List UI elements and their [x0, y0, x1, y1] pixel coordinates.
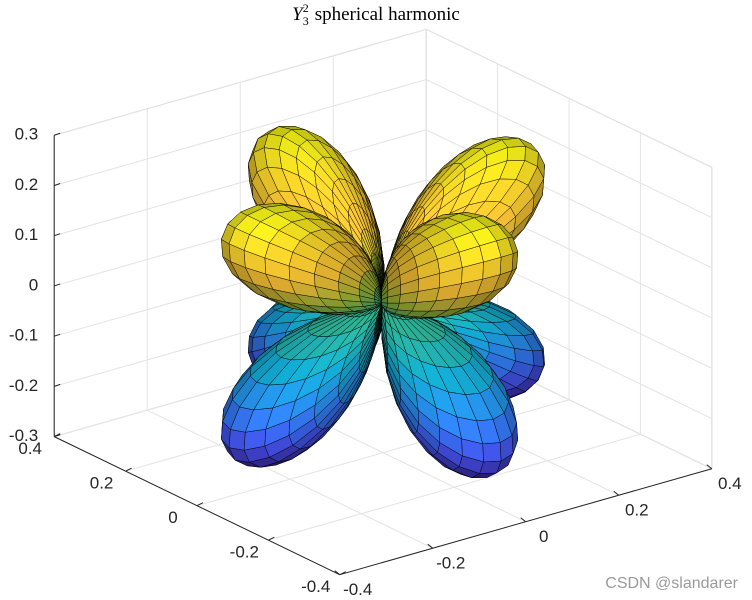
z-tick — [54, 434, 61, 438]
y-tick — [196, 502, 204, 507]
z-tick-label: -0.3 — [9, 426, 38, 445]
surface-patch — [506, 146, 526, 161]
surface-patch — [449, 184, 481, 214]
grid-line — [54, 79, 427, 186]
surface-patch — [532, 350, 545, 367]
title-order: 2 — [303, 1, 309, 15]
x-tick — [520, 517, 527, 523]
title-symbol: Y — [292, 4, 305, 25]
z-tick — [54, 383, 61, 387]
surface-patch — [249, 221, 280, 244]
surface-patch — [482, 442, 502, 463]
y-tick-label: 0.4 — [18, 439, 42, 458]
grid-line — [54, 28, 427, 136]
z-tick — [54, 283, 61, 287]
chart-title: Y32 spherical harmonic — [292, 1, 460, 28]
axes: -0.4-0.200.20.4-0.4-0.200.20.4-0.3-0.2-0… — [9, 125, 742, 599]
y-tick — [268, 536, 275, 541]
grid-line — [54, 129, 427, 237]
x-tick-label: 0.4 — [718, 474, 742, 493]
y-tick — [125, 467, 132, 472]
title-text: spherical harmonic — [315, 4, 460, 25]
z-tick-label: 0.1 — [15, 225, 39, 244]
x-tick — [427, 543, 434, 549]
y-axis — [53, 436, 340, 576]
y-tick-label: -0.4 — [301, 577, 330, 596]
z-tick-label: -0.1 — [9, 326, 38, 345]
x-tick-label: -0.4 — [343, 580, 372, 599]
z-tick — [54, 233, 61, 237]
surface-patch — [272, 378, 307, 409]
x-tick — [334, 570, 341, 576]
grid-line — [426, 79, 713, 219]
grid-line — [426, 28, 713, 168]
x-tick — [613, 490, 620, 496]
surface-patch — [228, 429, 246, 451]
x-tick — [706, 464, 713, 470]
y-tick — [339, 571, 346, 576]
z-tick-label: 0.3 — [15, 125, 39, 144]
x-tick-label: 0.2 — [625, 501, 649, 520]
grid-line — [268, 433, 641, 541]
surface-patch — [332, 191, 350, 224]
watermark: CSDN @slandarer — [605, 575, 738, 592]
title-degree: 3 — [303, 14, 309, 28]
x-tick-label: -0.2 — [436, 554, 465, 573]
z-tick — [54, 183, 61, 186]
surface — [221, 126, 545, 478]
surface-patch — [447, 391, 477, 422]
y-tick-label: -0.2 — [230, 543, 259, 562]
y-tick-label: 0 — [168, 508, 177, 527]
surface-patch — [316, 187, 339, 221]
z-tick-label: 0.2 — [15, 175, 39, 194]
z-tick-label: -0.2 — [9, 376, 38, 395]
x-tick-label: 0 — [539, 527, 548, 546]
z-tick — [54, 132, 61, 136]
surface-patch — [471, 226, 497, 247]
z-tick — [54, 333, 61, 337]
z-tick-label: 0 — [29, 275, 38, 294]
y-tick-label: 0.2 — [90, 474, 114, 493]
